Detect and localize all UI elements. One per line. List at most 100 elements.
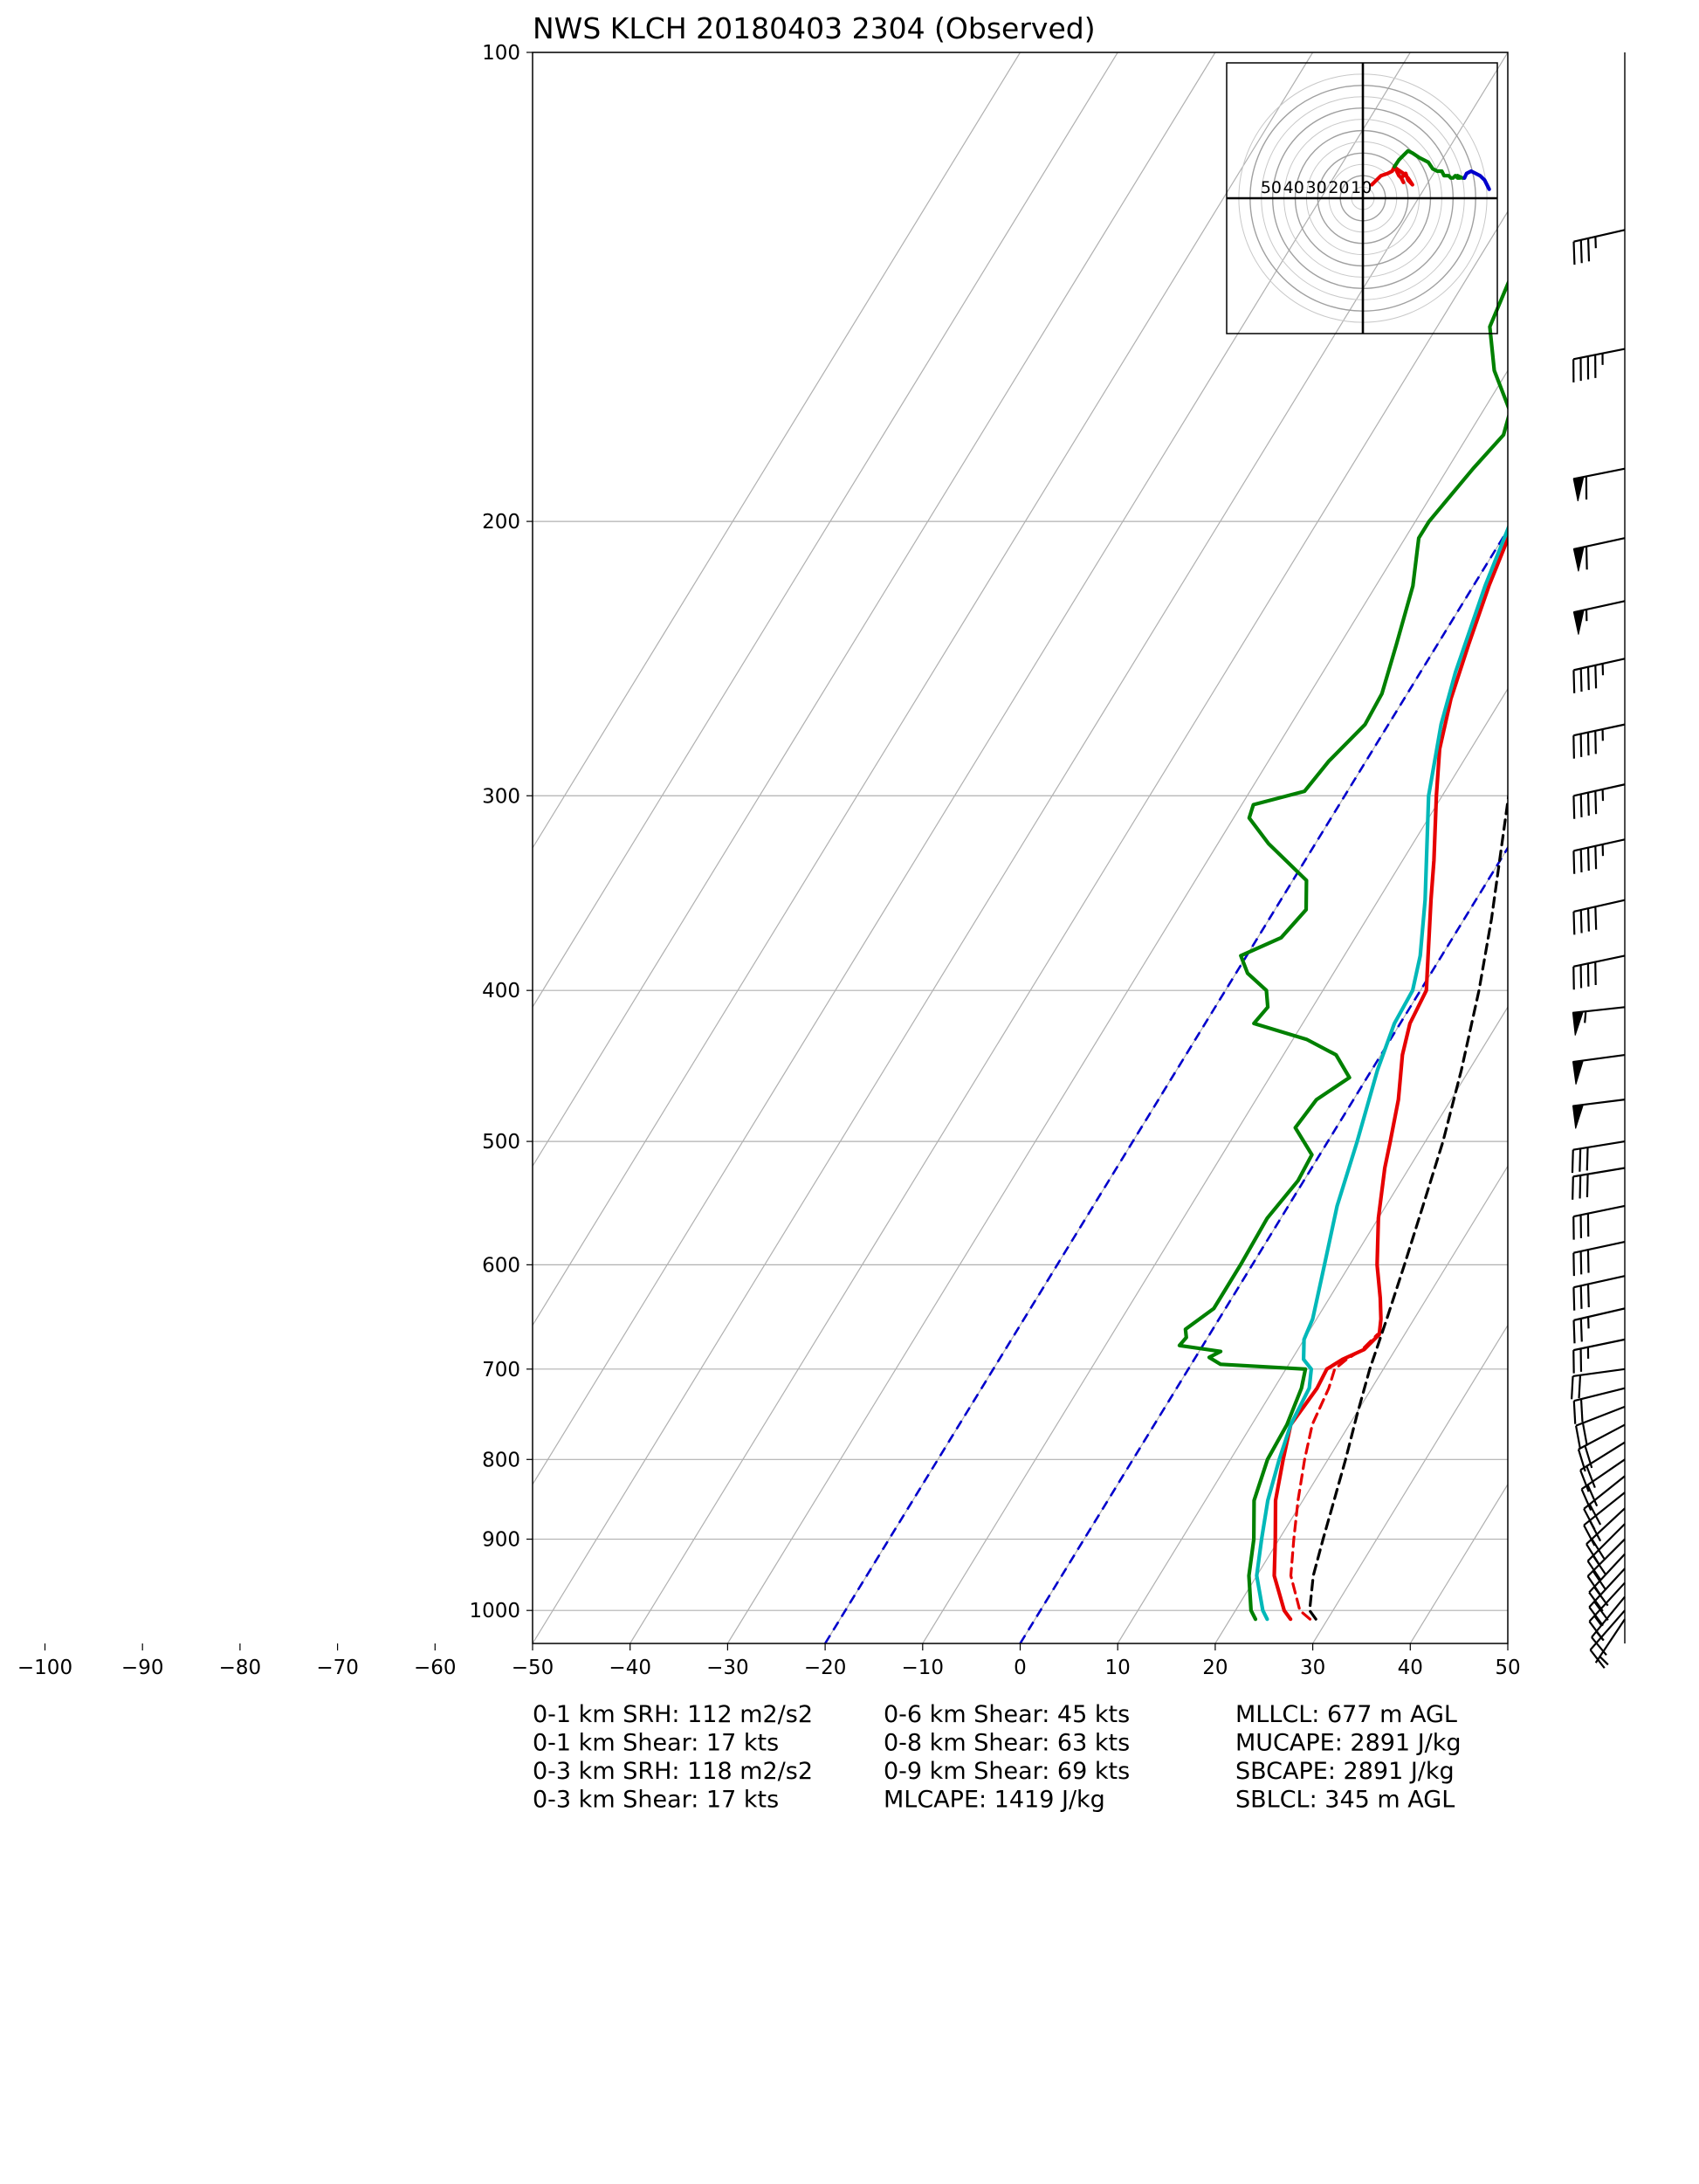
wind-barb: [1574, 1405, 1626, 1449]
index-text: SBCAPE: 2891 J/kg: [1235, 1758, 1455, 1785]
wind-barb-staff: [1573, 1241, 1626, 1254]
pressure-tick-label: 100: [482, 42, 520, 65]
hodograph-plot: [1227, 63, 1497, 334]
wind-barb-full: [1579, 1318, 1583, 1342]
pressure-tick-label: 600: [482, 1254, 520, 1277]
wind-barb-staff: [1573, 954, 1626, 968]
hodograph-ring-label: 30: [1306, 178, 1327, 197]
wind-barb-full: [1586, 1465, 1596, 1489]
pressure-tick-label: 800: [482, 1449, 520, 1471]
wind-barb-full: [1572, 1319, 1576, 1344]
skewt-grid: [533, 52, 1508, 1643]
wind-barb-full: [1586, 1174, 1589, 1198]
wind-barb: [1572, 899, 1626, 935]
index-text: MUCAPE: 2891 J/kg: [1235, 1730, 1462, 1757]
isotherm-line: [533, 52, 1508, 1643]
index-text: MLCAPE: 1419 J/kg: [884, 1787, 1105, 1814]
wind-barb-staff: [1572, 1167, 1626, 1178]
wind-barb-full: [1578, 1374, 1582, 1399]
isotherm-line: [1312, 1324, 1508, 1643]
wind-barb-staff: [1583, 1475, 1626, 1510]
wind-barb-full: [1586, 666, 1590, 691]
wind-barb-staff: [1583, 1492, 1626, 1526]
temperature-tick-label: 30: [1300, 1657, 1325, 1679]
wind-barb-full: [1571, 1149, 1574, 1174]
wind-barb: [1571, 1368, 1626, 1400]
wind-barb-full: [1586, 1250, 1590, 1273]
wind-barb-staff: [1573, 783, 1626, 797]
wind-barb-full: [1581, 1423, 1588, 1446]
sounding-trace: [1255, 524, 1508, 1622]
isotherm-line: [1117, 1006, 1508, 1643]
index-text: MLLCL: 677 m AGL: [1235, 1701, 1457, 1728]
wind-barb: [1572, 1307, 1626, 1344]
wind-barb-staff: [1572, 1368, 1626, 1378]
temperature-tick-label: −30: [706, 1657, 749, 1679]
wind-barb-full: [1586, 1147, 1589, 1171]
hodograph-trace: [1462, 169, 1491, 191]
isotherm-line: [533, 52, 1314, 1326]
isotherm-line: [824, 528, 1508, 1643]
wind-barb-staff: [1573, 723, 1626, 737]
temperature-tick-label: 0: [1014, 1657, 1027, 1679]
temperature-tick-label: −80: [219, 1657, 262, 1679]
index-text: 0-3 km SRH: 118 m2/s2: [533, 1758, 813, 1785]
isotherm-line: [629, 210, 1508, 1643]
hodograph-ring-label: 50: [1261, 178, 1282, 197]
isotherm-line: [726, 369, 1508, 1643]
wind-barb-full: [1592, 1570, 1607, 1591]
wind-barb-staff: [1573, 1307, 1626, 1321]
wind-barb-full: [1579, 668, 1583, 692]
hodograph-ring-label: 40: [1283, 178, 1304, 197]
wind-barb-full: [1579, 734, 1583, 757]
wind-barb-half: [1599, 1656, 1609, 1666]
wind-barb-staff: [1573, 1387, 1626, 1402]
index-text: SBLCL: 345 m AGL: [1235, 1787, 1455, 1814]
wind-barb-full: [1572, 1252, 1575, 1277]
wind-barb-flag: [1572, 609, 1585, 635]
wind-barb: [1572, 1241, 1626, 1277]
wind-barbs: [1571, 52, 1626, 1669]
temperature-tick-label: 10: [1105, 1657, 1131, 1679]
wind-barb-full: [1577, 1449, 1586, 1472]
wind-barb-staff: [1573, 1338, 1626, 1352]
isotherm-line: [533, 52, 1216, 1168]
wind-barb: [1572, 1167, 1626, 1200]
hodograph: 50 40 30 20 10: [1226, 62, 1498, 334]
isotherm-line: [533, 52, 1021, 850]
wind-barb-full: [1586, 908, 1590, 932]
wind-barb-full: [1579, 1148, 1582, 1172]
temperature-tick-label: 20: [1202, 1657, 1228, 1679]
wind-barb-full: [1588, 1504, 1602, 1526]
wind-barb-flag: [1572, 1059, 1585, 1085]
wind-barb-staff: [1573, 838, 1626, 852]
pressure-tick-label: 700: [482, 1359, 520, 1381]
hodograph-ring-label: 20: [1328, 178, 1349, 197]
wind-barb-full: [1588, 1606, 1604, 1627]
hodograph-frame: [1226, 62, 1498, 334]
temperature-tick-label: −70: [316, 1657, 359, 1679]
wind-barb-full: [1579, 794, 1583, 817]
wind-barb-full: [1574, 1425, 1581, 1449]
hodograph-ring-label: 10: [1351, 178, 1372, 197]
wind-barb-flag: [1572, 476, 1585, 502]
index-text: 0-9 km Shear: 69 kts: [884, 1758, 1130, 1785]
wind-barb-full: [1572, 1287, 1576, 1311]
wind-barb-staff: [1573, 229, 1626, 243]
wind-barb-full: [1572, 1401, 1577, 1424]
wind-barb: [1572, 954, 1626, 990]
sounding-trace: [1308, 792, 1508, 1621]
wind-barb-full: [1586, 1575, 1602, 1596]
wind-barb: [1572, 723, 1626, 759]
pressure-tick-label: 300: [482, 785, 520, 808]
wind-barb-full: [1579, 1175, 1582, 1199]
pressure-tick-label: 500: [482, 1131, 520, 1154]
highlighted-isotherm: [823, 527, 1508, 1643]
wind-barb-full: [1580, 1488, 1592, 1511]
wind-barb: [1571, 1140, 1626, 1174]
wind-barb-staff: [1573, 658, 1626, 672]
wind-barb-full: [1588, 1621, 1605, 1641]
wind-barb-full: [1572, 911, 1576, 935]
wind-barb-full: [1586, 1543, 1599, 1565]
